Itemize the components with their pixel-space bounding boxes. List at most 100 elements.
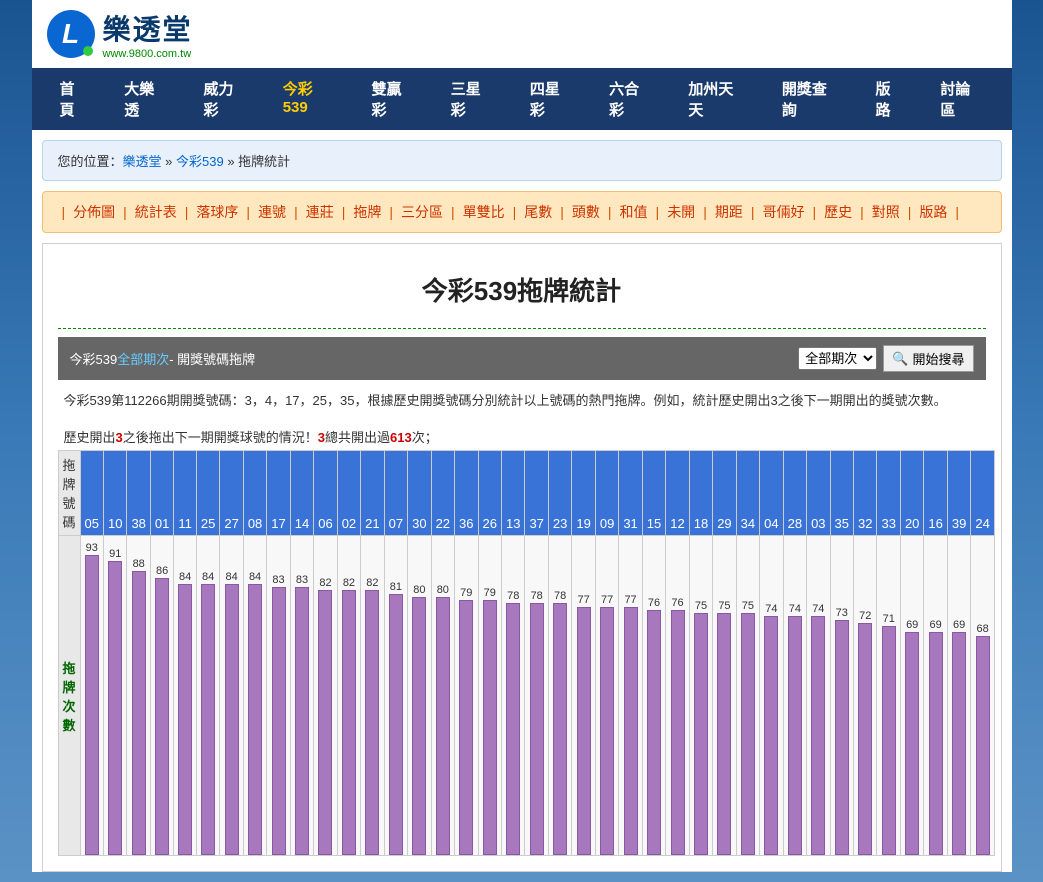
nav-item[interactable]: 開獎查詢	[764, 68, 858, 130]
chart-bar-cell: 84	[243, 536, 266, 856]
nav-item[interactable]: 四星彩	[512, 68, 591, 130]
chart-bar-cell: 77	[619, 536, 642, 856]
search-button[interactable]: 🔍 開始搜尋	[883, 345, 973, 372]
subnav-item[interactable]: 對照	[872, 204, 900, 220]
bar	[530, 603, 544, 855]
subnav-item[interactable]: 落球序	[196, 204, 238, 220]
bar-value-label: 69	[924, 619, 946, 631]
bar	[858, 623, 872, 855]
subnav-item[interactable]: 版路	[919, 204, 947, 220]
bar-value-label: 73	[831, 607, 853, 619]
chart-bar-cell: 78	[501, 536, 524, 856]
nav-item[interactable]: 今彩539	[265, 68, 354, 130]
chart-number-header: 36	[455, 451, 478, 536]
nav-item[interactable]: 三星彩	[433, 68, 512, 130]
logo-icon[interactable]: L	[47, 10, 95, 58]
chart-bar-cell: 80	[408, 536, 431, 856]
nav-item[interactable]: 雙贏彩	[354, 68, 433, 130]
chart-number-header: 12	[666, 451, 689, 536]
bar-value-label: 78	[525, 590, 547, 602]
subnav-item[interactable]: 分佈圖	[73, 204, 115, 220]
breadcrumb-prefix: 您的位置：	[58, 154, 123, 169]
chart-bar-cell: 72	[854, 536, 877, 856]
bar	[225, 584, 239, 855]
nav-item[interactable]: 威力彩	[186, 68, 265, 130]
chart-number-header: 07	[384, 451, 407, 536]
nav-item[interactable]: 首頁	[42, 68, 107, 130]
chart-bar-cell: 74	[807, 536, 830, 856]
subnav-item[interactable]: 單雙比	[463, 204, 505, 220]
bar	[905, 632, 919, 855]
subnav-item[interactable]: 連號	[258, 204, 286, 220]
chart-number-header: 20	[900, 451, 923, 536]
breadcrumb-link[interactable]: 今彩539	[176, 154, 224, 169]
chart-bar-cell: 77	[572, 536, 595, 856]
chart-bar-cell: 71	[877, 536, 900, 856]
bar-value-label: 74	[760, 603, 782, 615]
chart-number-header: 33	[877, 451, 900, 536]
subnav-item[interactable]: 頭數	[572, 204, 600, 220]
chart-number-header: 30	[408, 451, 431, 536]
nav-item[interactable]: 版路	[858, 68, 923, 130]
bar	[389, 594, 403, 855]
chart-number-header: 26	[478, 451, 501, 536]
bar-value-label: 75	[690, 600, 712, 612]
bar-value-label: 82	[361, 577, 383, 589]
bar	[108, 561, 122, 855]
chart-bar-cell: 76	[666, 536, 689, 856]
subnav-item[interactable]: 哥倆好	[762, 204, 804, 220]
nav-item[interactable]: 討論區	[922, 68, 1001, 130]
filter-link[interactable]: 全部期次	[117, 349, 169, 368]
chart-number-header: 10	[103, 451, 126, 536]
subnav-item[interactable]: 和值	[620, 204, 648, 220]
subnav-item[interactable]: 拖牌	[353, 204, 381, 220]
bar	[365, 590, 379, 855]
bar-value-label: 80	[432, 584, 454, 596]
nav-item[interactable]: 大樂透	[106, 68, 185, 130]
subnav-item[interactable]: 歷史	[824, 204, 852, 220]
chart-number-header: 16	[924, 451, 947, 536]
chart-bar-cell: 84	[174, 536, 197, 856]
bar-value-label: 68	[971, 623, 993, 635]
bar-value-label: 75	[737, 600, 759, 612]
subnav-item[interactable]: 未開	[667, 204, 695, 220]
subnav-item[interactable]: 連莊	[306, 204, 334, 220]
logo-title[interactable]: 樂透堂	[103, 8, 193, 48]
bar	[929, 632, 943, 855]
chart-number-header: 09	[595, 451, 618, 536]
chart-number-header: 08	[243, 451, 266, 536]
chart-bar-cell: 77	[595, 536, 618, 856]
content: 今彩539拖牌統計 今彩539 全部期次 - 開獎號碼拖牌 全部期次 🔍 開始搜…	[42, 243, 1002, 872]
chart-table: 拖牌號碼051038011125270817140602210730223626…	[58, 450, 995, 856]
subnav-item[interactable]: 期距	[715, 204, 743, 220]
bar	[248, 584, 262, 855]
chart-number-header: 02	[337, 451, 360, 536]
subnav-item[interactable]: 三分區	[401, 204, 443, 220]
bar	[600, 607, 614, 855]
nav-item[interactable]: 加州天天	[670, 68, 764, 130]
chart-bar-cell: 75	[736, 536, 759, 856]
breadcrumb-link[interactable]: 樂透堂	[123, 154, 162, 169]
chart-side-label: 拖牌次數	[58, 536, 80, 856]
bar-value-label: 74	[784, 603, 806, 615]
breadcrumb: 您的位置：樂透堂 » 今彩539 » 拖牌統計	[42, 140, 1002, 181]
chart-bar-cell: 68	[971, 536, 994, 856]
chart-number-header: 21	[361, 451, 384, 536]
chart-number-header: 28	[783, 451, 806, 536]
bar	[318, 590, 332, 855]
subnav-item[interactable]: 尾數	[524, 204, 552, 220]
bar	[272, 587, 286, 855]
search-button-label: 開始搜尋	[912, 349, 964, 368]
bar	[553, 603, 567, 855]
bar-value-label: 84	[174, 571, 196, 583]
chart-number-header: 35	[830, 451, 853, 536]
bar	[459, 600, 473, 855]
nav-item[interactable]: 六合彩	[591, 68, 670, 130]
bar-value-label: 72	[854, 610, 876, 622]
search-icon: 🔍	[892, 351, 908, 367]
period-select[interactable]: 全部期次	[798, 347, 877, 370]
bar	[132, 571, 146, 855]
subnav-item[interactable]: 統計表	[135, 204, 177, 220]
history-text: 歷史開出3之後拖出下一期開獎球號的情況！3總共開出過613次；	[58, 419, 986, 450]
bar	[624, 607, 638, 855]
